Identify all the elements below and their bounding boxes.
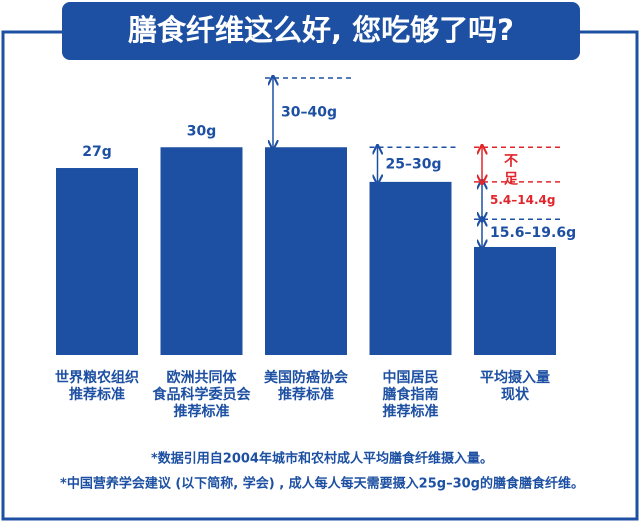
bar [265, 147, 347, 355]
category-label: 食品科学委员会 [153, 386, 252, 403]
footnote: *数据引用自2004年城市和农村成人平均膳食纤维摄入量。 [151, 451, 493, 467]
value-label: 27g [82, 144, 112, 160]
category-label: 推荐标准 [278, 386, 334, 403]
footnote: *中国营养学会建议 (以下简称, 学会) , 成人每人每天需要摄入25g–30g… [60, 476, 584, 492]
category-label: 膳食指南 [383, 386, 439, 403]
title-banner [62, 2, 580, 60]
value-label: 15.6–19.6g [490, 225, 576, 241]
bar [56, 168, 138, 355]
value-label: 25–30g [386, 157, 442, 173]
category-label: 推荐标准 [174, 403, 230, 420]
shortfall-value: 5.4–14.4g [490, 193, 555, 207]
title: 膳食纤维这么好, 您吃够了吗? [128, 13, 514, 47]
bar [474, 246, 556, 355]
category-label: 欧洲共同体 [167, 369, 238, 386]
category-label: 平均摄入量 [480, 369, 550, 386]
bar [160, 147, 243, 355]
value-label: 30g [187, 123, 217, 139]
category-label: 推荐标准 [69, 386, 125, 403]
category-label: 现状 [501, 386, 530, 403]
bar [369, 181, 452, 355]
value-label: 30–40g [281, 105, 337, 121]
category-label: 美国防癌协会 [264, 369, 349, 386]
category-label: 推荐标准 [383, 403, 439, 420]
shortfall-label: 不足 [502, 153, 518, 189]
category-label: 世界粮农组织 [55, 369, 139, 386]
category-label: 中国居民 [383, 369, 439, 386]
